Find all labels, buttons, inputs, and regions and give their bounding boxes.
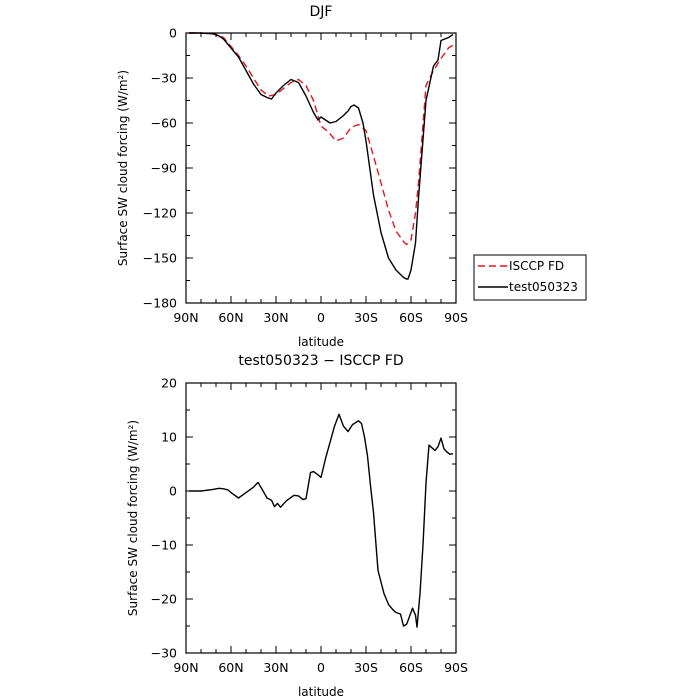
y-axis-label: Surface SW cloud forcing (W/m²) [126,420,140,616]
series-line-1 [189,32,454,280]
y-tick-label: 20 [161,376,177,391]
tick-marks [185,382,457,654]
x-tick-label: 60S [399,660,423,675]
series-line-0 [189,413,454,628]
legend-label-test: test050323 [509,280,578,294]
x-tick-label: 60S [399,310,423,325]
panel-title: DJF [310,4,333,20]
legend-label-isccp: ISCCP FD [509,259,564,273]
y-tick-label: −30 [151,71,177,86]
x-axis-label: latitude [298,685,344,699]
y-tick-label: −90 [151,161,177,176]
series-line-0 [189,32,454,246]
y-tick-label: −30 [151,646,177,661]
x-tick-label: 90N [173,310,198,325]
x-tick-label: 30S [354,310,378,325]
legend: ISCCP FD test050323 [473,254,587,301]
y-tick-label: 0 [169,484,177,499]
legend-box [473,254,587,301]
series-lines [189,413,454,628]
y-tick-label: −10 [151,538,177,553]
y-tick-label: 0 [169,26,177,41]
y-tick-label: −60 [151,116,177,131]
y-tick-label: 10 [161,430,177,445]
x-tick-label: 90S [444,660,468,675]
plot-frame [185,382,457,654]
x-tick-label: 0 [317,310,325,325]
y-tick-label: −120 [143,206,177,221]
djf-panel: DJF 90N 60N 30N 0 30S 60S 90S 0 −30 −60 −90 −120 −15… [116,4,587,349]
y-tick-label: −180 [143,296,177,311]
x-tick-label: 30S [354,660,378,675]
y-tick-label: −150 [143,251,177,266]
panel-title: test050323 − ISCCP FD [238,353,403,369]
x-axis-label: latitude [298,335,344,349]
x-tick-label: 90N [173,660,198,675]
y-tick-label: −20 [151,592,177,607]
x-tick-label: 0 [317,660,325,675]
y-axis-label: Surface SW cloud forcing (W/m²) [116,70,130,266]
plot-frame [185,32,457,304]
x-tick-label: 30N [263,660,288,675]
tick-marks [185,32,457,304]
tick-labels: 90N 60N 30N 0 30S 60S 90S 20 10 0 −10 −20 −30 [151,376,468,676]
series-lines [189,32,454,280]
x-tick-label: 60N [218,310,243,325]
x-tick-label: 60N [218,660,243,675]
x-tick-label: 90S [444,310,468,325]
tick-labels: 90N 60N 30N 0 30S 60S 90S 0 −30 −60 −90 −120 −150 −18… [143,26,468,326]
difference-panel: test050323 − ISCCP FD 90N 60N 30N 0 30S 60S 90… [126,353,468,699]
x-tick-label: 30N [263,310,288,325]
